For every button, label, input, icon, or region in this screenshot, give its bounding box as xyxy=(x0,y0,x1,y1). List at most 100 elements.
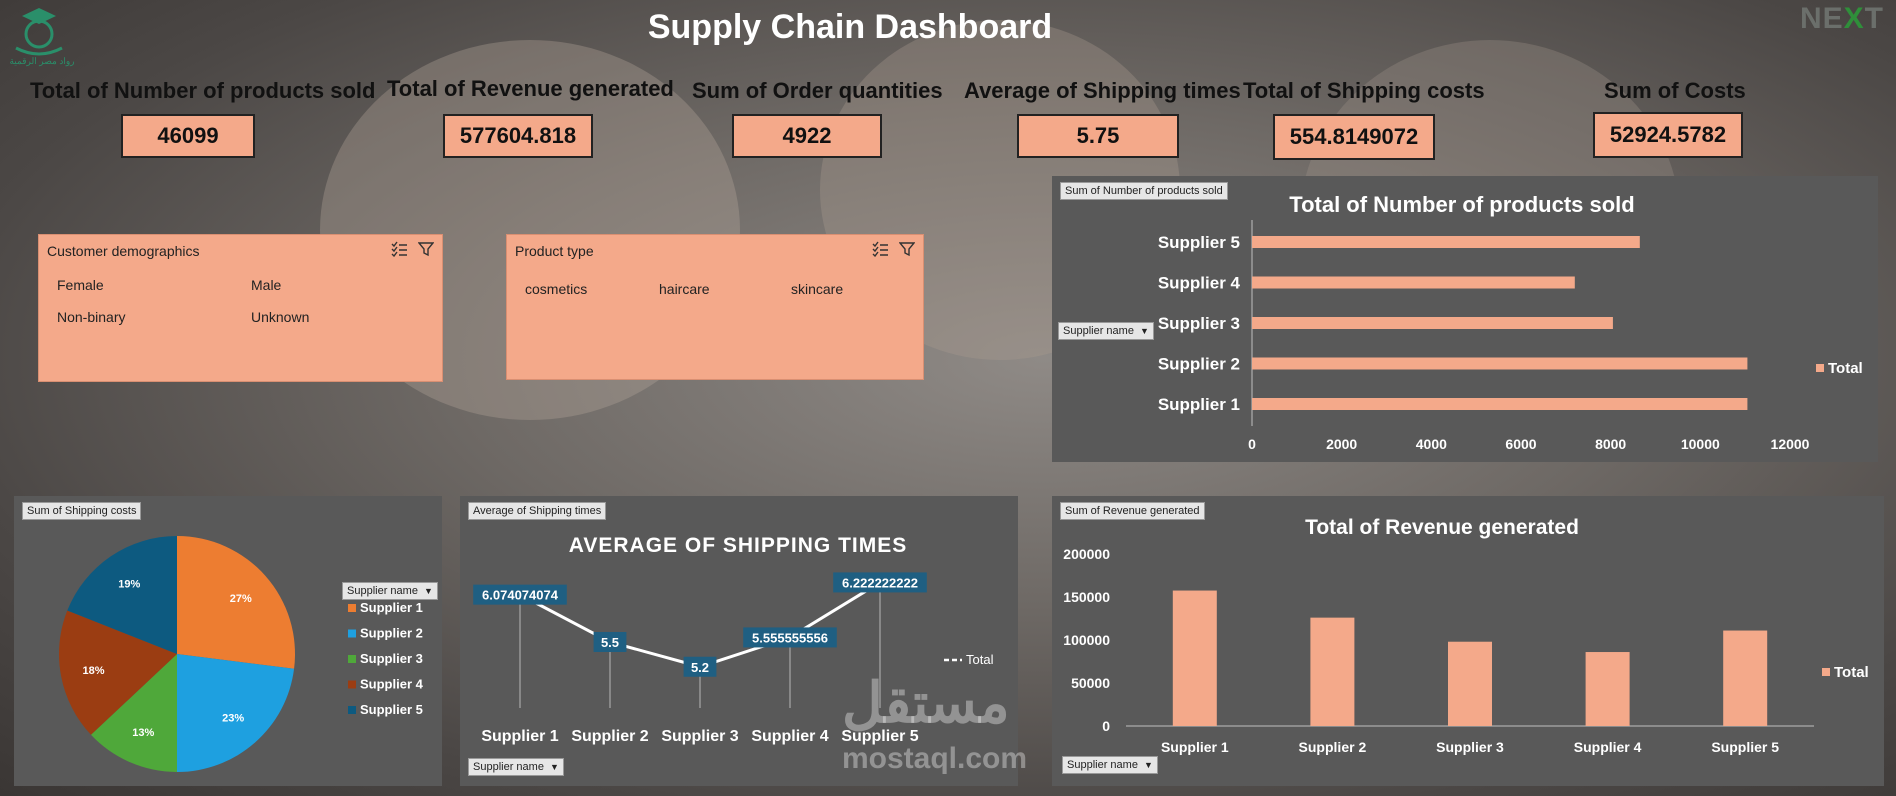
supplier-name-filter-button[interactable]: Supplier name ▼ xyxy=(342,582,438,600)
slicer-item-female[interactable]: Female xyxy=(57,277,104,293)
multi-select-icon[interactable] xyxy=(871,241,889,257)
tick-label: 2000 xyxy=(1326,436,1357,452)
filter-label: Supplier name xyxy=(1067,759,1138,771)
supplier-name-filter-button[interactable]: Supplier name ▼ xyxy=(468,758,564,776)
slicer-product-type[interactable]: Product type cosmetics haircare skincare xyxy=(506,234,924,380)
legend-label: Supplier 3 xyxy=(360,651,423,666)
legend-label: Supplier 1 xyxy=(360,600,423,615)
watermark-arabic: مستقل xyxy=(842,671,1010,734)
legend-swatch xyxy=(348,680,356,689)
bar xyxy=(1252,276,1575,289)
panel-products-sold: Sum of Number of products sold Supplier … xyxy=(1052,176,1878,462)
legend-swatch xyxy=(348,706,356,714)
tick-label: 150000 xyxy=(1063,589,1110,605)
kpi-value-shipping-costs: 554.8149072 xyxy=(1273,114,1435,160)
brand-logo: NEXT xyxy=(1799,2,1884,35)
category-label: Supplier 2 xyxy=(1158,355,1240,374)
pie-slice xyxy=(90,654,177,772)
category-label: Supplier 3 xyxy=(1436,739,1504,755)
slicer-customer-demographics[interactable]: Customer demographics Female Male Non-bi… xyxy=(38,234,443,382)
filter-label: Supplier name xyxy=(473,761,544,773)
filter-label: Supplier name xyxy=(347,585,418,597)
chart-tag: Sum of Number of products sold xyxy=(1060,182,1228,200)
category-label: Supplier 4 xyxy=(751,728,828,745)
panel-revenue: Sum of Revenue generated Total of Revenu… xyxy=(1052,496,1884,786)
category-label: Supplier 5 xyxy=(1158,233,1240,252)
tick-label: 8000 xyxy=(1595,436,1626,452)
kpi-label-products-sold: Total of Number of products sold xyxy=(30,78,376,103)
products-sold-chart: Supplier 1 Supplier 2 Supplier 3 Supplier 4… xyxy=(1158,220,1863,452)
category-label: Supplier 2 xyxy=(571,728,648,745)
kpi-label-revenue: Total of Revenue generated xyxy=(387,76,674,101)
bar xyxy=(1252,357,1748,370)
category-label: Supplier 5 xyxy=(1711,739,1779,755)
kpi-value-shipping-times: 5.75 xyxy=(1017,114,1179,158)
category-label: Supplier 3 xyxy=(1158,314,1240,333)
supplier-name-filter-button[interactable]: Supplier name ▼ xyxy=(1058,322,1154,340)
slice-label: 23% xyxy=(222,713,244,725)
slicer-item-cosmetics[interactable]: cosmetics xyxy=(525,281,588,297)
legend-label: Total xyxy=(1828,360,1863,377)
bar xyxy=(1172,590,1217,726)
slice-label: 19% xyxy=(118,579,140,591)
supplier-name-filter-button[interactable]: Supplier name ▼ xyxy=(1062,756,1158,774)
series-line xyxy=(519,581,881,669)
chart-tag: Sum of Shipping costs xyxy=(22,502,142,520)
data-label-box xyxy=(683,656,717,677)
tick-label: 10000 xyxy=(1681,436,1720,452)
slicer-item-haircare[interactable]: haircare xyxy=(659,281,710,297)
chart-title: AVERAGE OF SHIPPING TIMES xyxy=(568,534,908,557)
bar xyxy=(1252,317,1613,329)
tick-label: 100000 xyxy=(1063,632,1110,648)
clear-filter-icon[interactable] xyxy=(899,241,915,257)
legend-swatch xyxy=(348,604,356,612)
kpi-label-shipping-times: Average of Shipping times xyxy=(964,78,1241,103)
tick-label: 200000 xyxy=(1063,546,1110,562)
slicer-item-skincare[interactable]: skincare xyxy=(791,281,844,297)
panel-shipping-costs: Sum of Shipping costs Supplier name ▼ 27… xyxy=(14,496,442,786)
bar xyxy=(1252,236,1640,248)
slice-label: 27% xyxy=(230,593,252,605)
data-label-box xyxy=(473,584,567,605)
category-label: Supplier 1 xyxy=(1161,739,1229,755)
tick-label: 4000 xyxy=(1416,436,1447,452)
slicer-item-unknown[interactable]: Unknown xyxy=(251,309,310,325)
clear-filter-icon[interactable] xyxy=(418,241,434,257)
data-label-box xyxy=(833,572,927,593)
revenue-bar-chart: 0 50000 100000 150000 200000 Supplier 1 Suppli… xyxy=(1063,546,1869,755)
bar xyxy=(1585,652,1630,726)
pie-slice xyxy=(177,654,295,772)
category-label: Supplier 1 xyxy=(1158,395,1240,414)
multi-select-icon[interactable] xyxy=(390,241,408,257)
dropdown-arrow-icon: ▼ xyxy=(1139,326,1149,336)
kpi-value-products-sold: 46099 xyxy=(121,114,255,158)
tick-label: 12000 xyxy=(1771,436,1810,452)
data-label: 6.074074074 xyxy=(482,588,559,603)
data-label: 6.222222222 xyxy=(842,575,918,590)
logo: رواد مصر الرقمية xyxy=(4,4,75,68)
slicer-title: Customer demographics xyxy=(47,243,200,259)
category-label: Supplier 4 xyxy=(1574,739,1642,755)
tick-label: 0 xyxy=(1102,718,1110,734)
chart-tag: Sum of Revenue generated xyxy=(1060,502,1205,520)
tick-label: 50000 xyxy=(1071,675,1110,691)
kpi-label-costs: Sum of Costs xyxy=(1604,78,1746,103)
chart-title: Total of Number of products sold xyxy=(1289,192,1635,217)
kpi-value-costs: 52924.5782 xyxy=(1593,112,1743,158)
slice-label: 18% xyxy=(83,665,105,677)
bar xyxy=(1723,630,1768,726)
category-label: Supplier 5 xyxy=(841,728,918,745)
kpi-label-order-quantities: Sum of Order quantities xyxy=(692,78,943,103)
tick-label: 6000 xyxy=(1505,436,1536,452)
bar xyxy=(1310,617,1355,726)
data-label: 5.5 xyxy=(601,635,619,650)
panel-shipping-times: Average of Shipping times AVERAGE OF SHI… xyxy=(460,496,1018,786)
bar xyxy=(1448,641,1492,726)
slicer-item-male[interactable]: Male xyxy=(251,277,282,293)
kpi-value-revenue: 577604.818 xyxy=(443,114,593,158)
pie-slice xyxy=(59,610,177,735)
slicer-item-non-binary[interactable]: Non-binary xyxy=(57,309,126,325)
kpi-label-shipping-costs: Total of Shipping costs xyxy=(1243,78,1485,103)
legend-label: Total xyxy=(1834,664,1869,681)
tick-label: 0 xyxy=(1248,436,1256,452)
